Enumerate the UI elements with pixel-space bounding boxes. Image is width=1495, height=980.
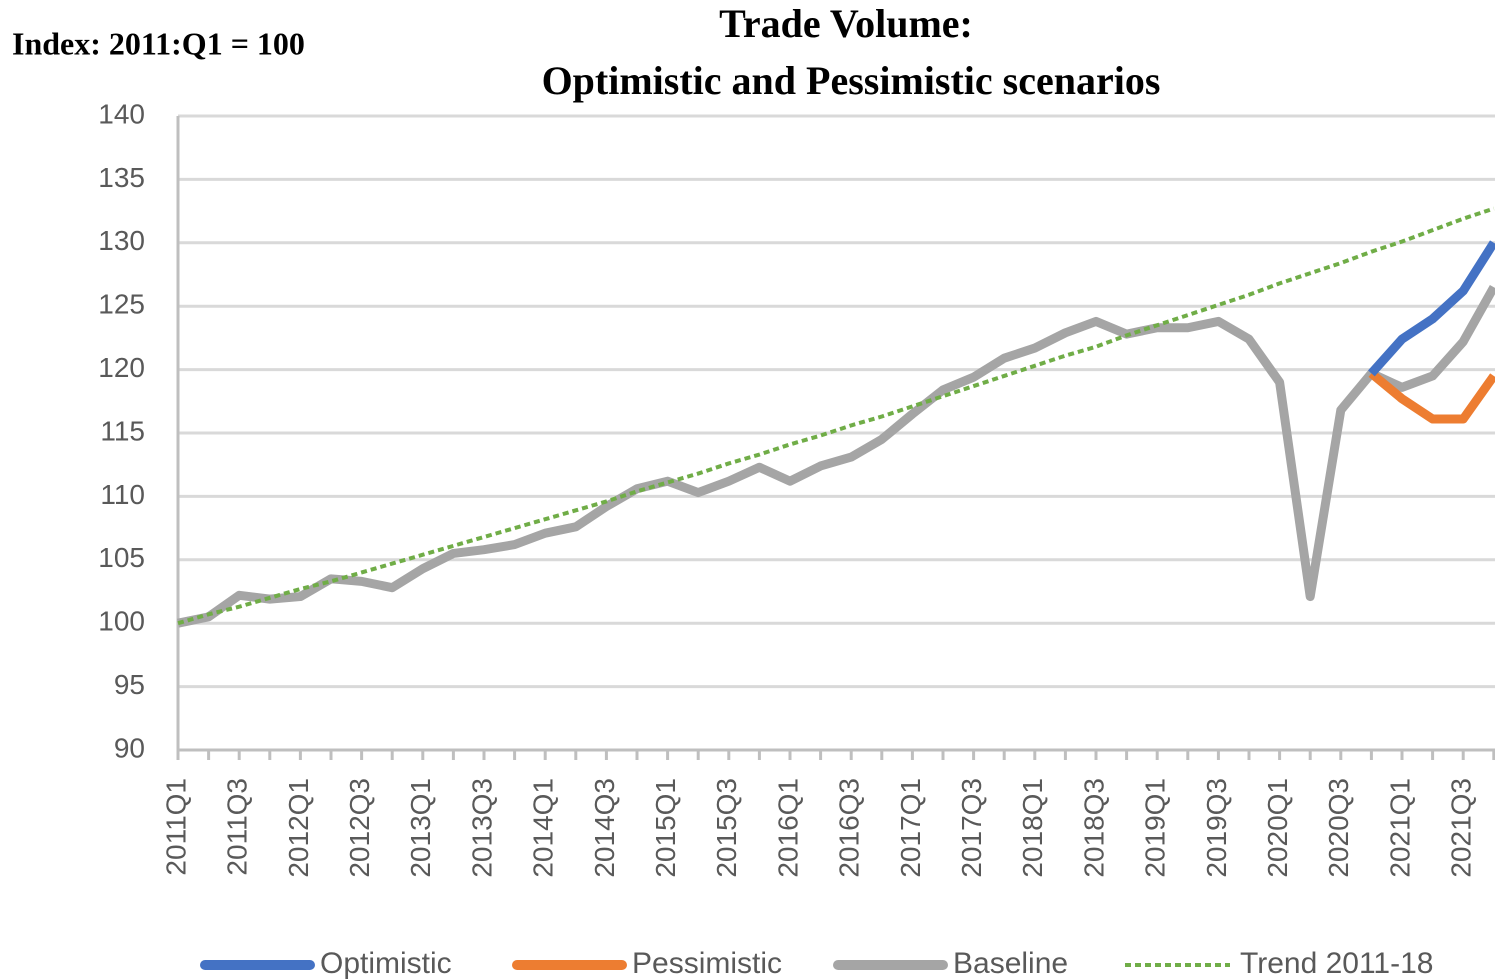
x-tick-label: 2017Q1 [895,778,926,878]
x-tick-label: 2017Q3 [956,778,987,878]
y-tick-label: 100 [98,606,145,637]
y-tick-label: 90 [114,732,145,763]
x-tick-label: 2021Q3 [1446,778,1477,878]
y-tick-label: 110 [100,479,145,510]
x-tick-label: 2019Q1 [1140,778,1171,878]
x-tick-label: 2018Q3 [1078,778,1109,878]
y-tick-label: 105 [98,542,145,573]
x-tick-label: 2020Q3 [1323,778,1354,878]
x-tick-label: 2014Q3 [589,778,620,878]
x-tick-label: 2018Q1 [1017,778,1048,878]
chart-title: Optimistic and Pessimistic scenarios [542,58,1161,103]
x-tick-label: 2015Q3 [711,778,742,878]
x-tick-label: 2012Q1 [283,778,314,878]
x-tick-label: 2011Q3 [222,778,253,876]
series-line [177,284,1495,628]
x-tick-label: 2021Q1 [1384,778,1415,878]
y-tick-label: 120 [98,352,145,383]
x-tick-label: 2019Q3 [1201,778,1232,878]
legend-label: Optimistic [320,947,452,980]
legend-label: Trend 2011-18 [1240,947,1433,980]
y-tick-label: 140 [98,98,145,129]
x-tick-label: 2013Q3 [466,778,497,878]
x-tick-label: 2016Q1 [772,778,803,878]
x-tick-label: 2011Q1 [160,778,191,876]
chart-title: Trade Volume: [719,1,973,46]
series-line [1368,369,1495,424]
x-tick-label: 2013Q1 [405,778,436,878]
x-tick-label: 2015Q1 [650,778,681,878]
series-line [177,206,1495,626]
y-tick-label: 135 [98,162,145,193]
y-tick-label: 115 [100,415,145,446]
y-tick-label: 125 [98,289,145,320]
y-tick-label: 130 [98,225,145,256]
legend-label: Baseline [953,947,1068,980]
legend-label: Pessimistic [632,947,782,980]
series-line [1368,240,1495,377]
x-tick-label: 2012Q3 [344,778,375,878]
x-tick-label: 2020Q1 [1262,778,1293,878]
y-axis-label: Index: 2011:Q1 = 100 [12,25,305,61]
y-tick-label: 95 [114,669,145,700]
x-tick-label: 2016Q3 [834,778,865,878]
x-tick-label: 2014Q1 [528,778,559,878]
